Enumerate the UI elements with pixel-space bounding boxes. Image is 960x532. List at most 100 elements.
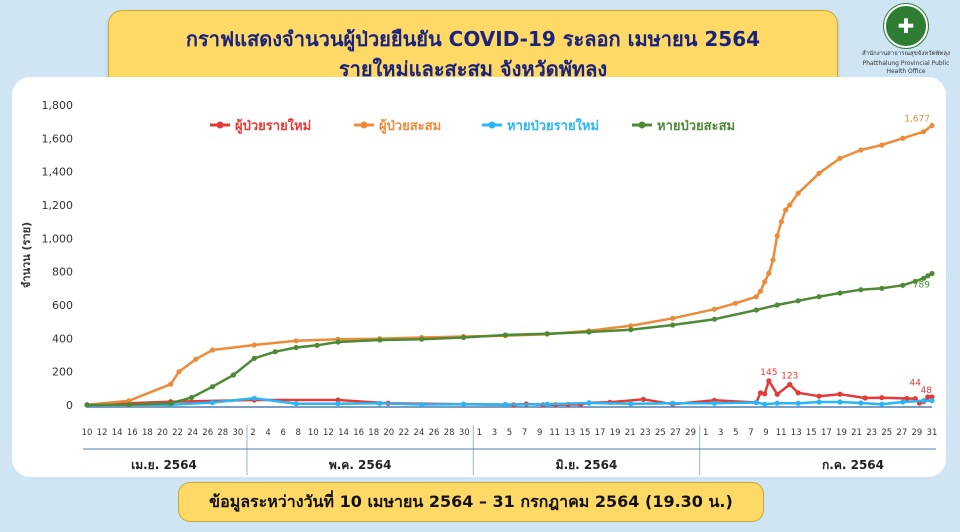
series-point-2 <box>921 398 927 404</box>
x-tick-label: 11 <box>549 428 560 438</box>
y-tick-label: 1,600 <box>42 132 74 145</box>
series-point-2 <box>929 398 935 404</box>
series-point-3 <box>628 327 634 333</box>
series-point-0 <box>929 394 935 400</box>
series-point-0 <box>862 395 868 401</box>
series-point-2 <box>251 395 257 401</box>
x-tick-label: 14 <box>338 428 349 438</box>
x-tick-label: 2 <box>250 428 255 438</box>
x-tick-label: 25 <box>881 428 892 438</box>
series-point-1 <box>193 356 199 362</box>
x-tick-label: 30 <box>459 428 470 438</box>
series-point-2 <box>753 399 759 406</box>
series-point-3 <box>419 336 425 342</box>
series-point-1 <box>837 155 843 161</box>
series-point-2 <box>335 401 341 407</box>
legend-swatch-marker <box>488 121 496 129</box>
series-point-0 <box>335 397 341 403</box>
x-tick-label: 27 <box>670 428 681 438</box>
y-tick-label: 0 <box>66 399 73 412</box>
x-tick-label: 12 <box>323 428 334 438</box>
month-label: เม.ย. 2564 <box>131 458 197 472</box>
series-point-1 <box>900 135 906 141</box>
x-tick-label: 29 <box>685 428 696 438</box>
series-point-3 <box>209 384 216 390</box>
series-point-2 <box>209 399 216 406</box>
x-tick-label: 1 <box>703 428 708 438</box>
x-tick-label: 17 <box>595 428 606 438</box>
series-point-0 <box>879 395 885 401</box>
series-point-2 <box>377 400 383 406</box>
x-tick-label: 7 <box>522 428 527 438</box>
legend-label: ผู้ป่วยสะสม <box>379 118 441 134</box>
x-tick-label: 10 <box>308 428 319 438</box>
series-point-2 <box>816 399 822 405</box>
x-tick-label: 30 <box>232 428 243 438</box>
series-line-1 <box>86 124 933 406</box>
series-point-3 <box>753 307 759 313</box>
series-point-3 <box>912 278 918 284</box>
series-point-0 <box>837 391 843 397</box>
x-tick-label: 6 <box>280 428 285 438</box>
series-point-1 <box>770 257 776 263</box>
x-tick-label: 9 <box>537 428 542 438</box>
series-line-3 <box>86 272 933 407</box>
series-point-2 <box>460 401 467 407</box>
x-tick-label: 25 <box>655 428 666 438</box>
series-point-3 <box>816 294 822 300</box>
series-point-3 <box>925 273 931 279</box>
x-tick-label: 20 <box>157 428 168 438</box>
series-point-1 <box>732 300 738 306</box>
series-point-1 <box>795 190 801 196</box>
series-point-2 <box>502 401 508 408</box>
legend-swatch-marker <box>360 121 368 129</box>
series-point-0 <box>787 381 793 388</box>
x-tick-label: 13 <box>791 428 802 438</box>
series-point-1 <box>293 338 299 344</box>
series-point-3 <box>377 337 383 343</box>
series-point-1 <box>929 122 935 129</box>
series-point-3 <box>929 270 935 277</box>
series-point-2 <box>419 401 425 408</box>
series-point-2 <box>628 401 634 407</box>
x-tick-label: 16 <box>353 428 364 438</box>
x-tick-label: 9 <box>763 428 768 438</box>
series-point-3 <box>314 342 320 348</box>
x-tick-label: 13 <box>564 428 575 438</box>
logo-text-en: Phatthalung Provincial Public Health Off… <box>862 60 950 75</box>
y-tick-label: 1,200 <box>42 199 74 212</box>
series-point-0 <box>795 390 801 396</box>
series-point-2 <box>837 399 843 405</box>
series-point-1 <box>711 306 718 312</box>
series-point-1 <box>670 315 676 321</box>
y-axis-label: จำนวน (ราย) <box>20 222 33 288</box>
series-point-2 <box>586 400 592 406</box>
data-label-cumulative-end: 1,677 <box>904 115 930 125</box>
month-label: พ.ค. 2564 <box>329 458 392 472</box>
series-point-2 <box>293 401 299 407</box>
logo-text-th: สำนักงานสาธารณสุขจังหวัดพัทลุง <box>862 50 950 57</box>
series-point-3 <box>858 287 864 293</box>
month-label: มิ.ย. 2564 <box>556 458 618 472</box>
series-point-2 <box>670 400 676 406</box>
series-point-1 <box>209 347 216 353</box>
x-tick-label: 23 <box>866 428 877 438</box>
x-tick-label: 31 <box>927 428 938 438</box>
series-point-1 <box>126 398 132 404</box>
series-point-0 <box>762 391 768 397</box>
x-tick-label: 22 <box>172 428 183 438</box>
legend-swatch-marker <box>638 121 646 129</box>
series-point-3 <box>126 402 132 408</box>
line-chart: จำนวน (ราย) 0 200 400 600 800 1,000 1,200 1,400 1… <box>20 99 938 475</box>
date-range-note: ข้อมูลระหว่างวันที่ 10 เมษายน 2564 – 31 … <box>209 492 733 511</box>
series-point-0 <box>925 394 931 400</box>
series-point-3 <box>272 349 278 355</box>
footer-box: ข้อมูลระหว่างวันที่ 10 เมษายน 2564 – 31 … <box>178 482 764 522</box>
series-point-1 <box>251 342 257 348</box>
legend-label: หายป่วยรายใหม่ <box>507 117 599 134</box>
series-point-1 <box>762 279 768 285</box>
chart-panel: จำนวน (ราย) 0 200 400 600 800 1,000 1,200 1,400 1… <box>12 77 946 477</box>
series-point-1 <box>858 147 864 153</box>
x-tick-label: 29 <box>911 428 922 438</box>
series-point-2 <box>544 401 550 407</box>
